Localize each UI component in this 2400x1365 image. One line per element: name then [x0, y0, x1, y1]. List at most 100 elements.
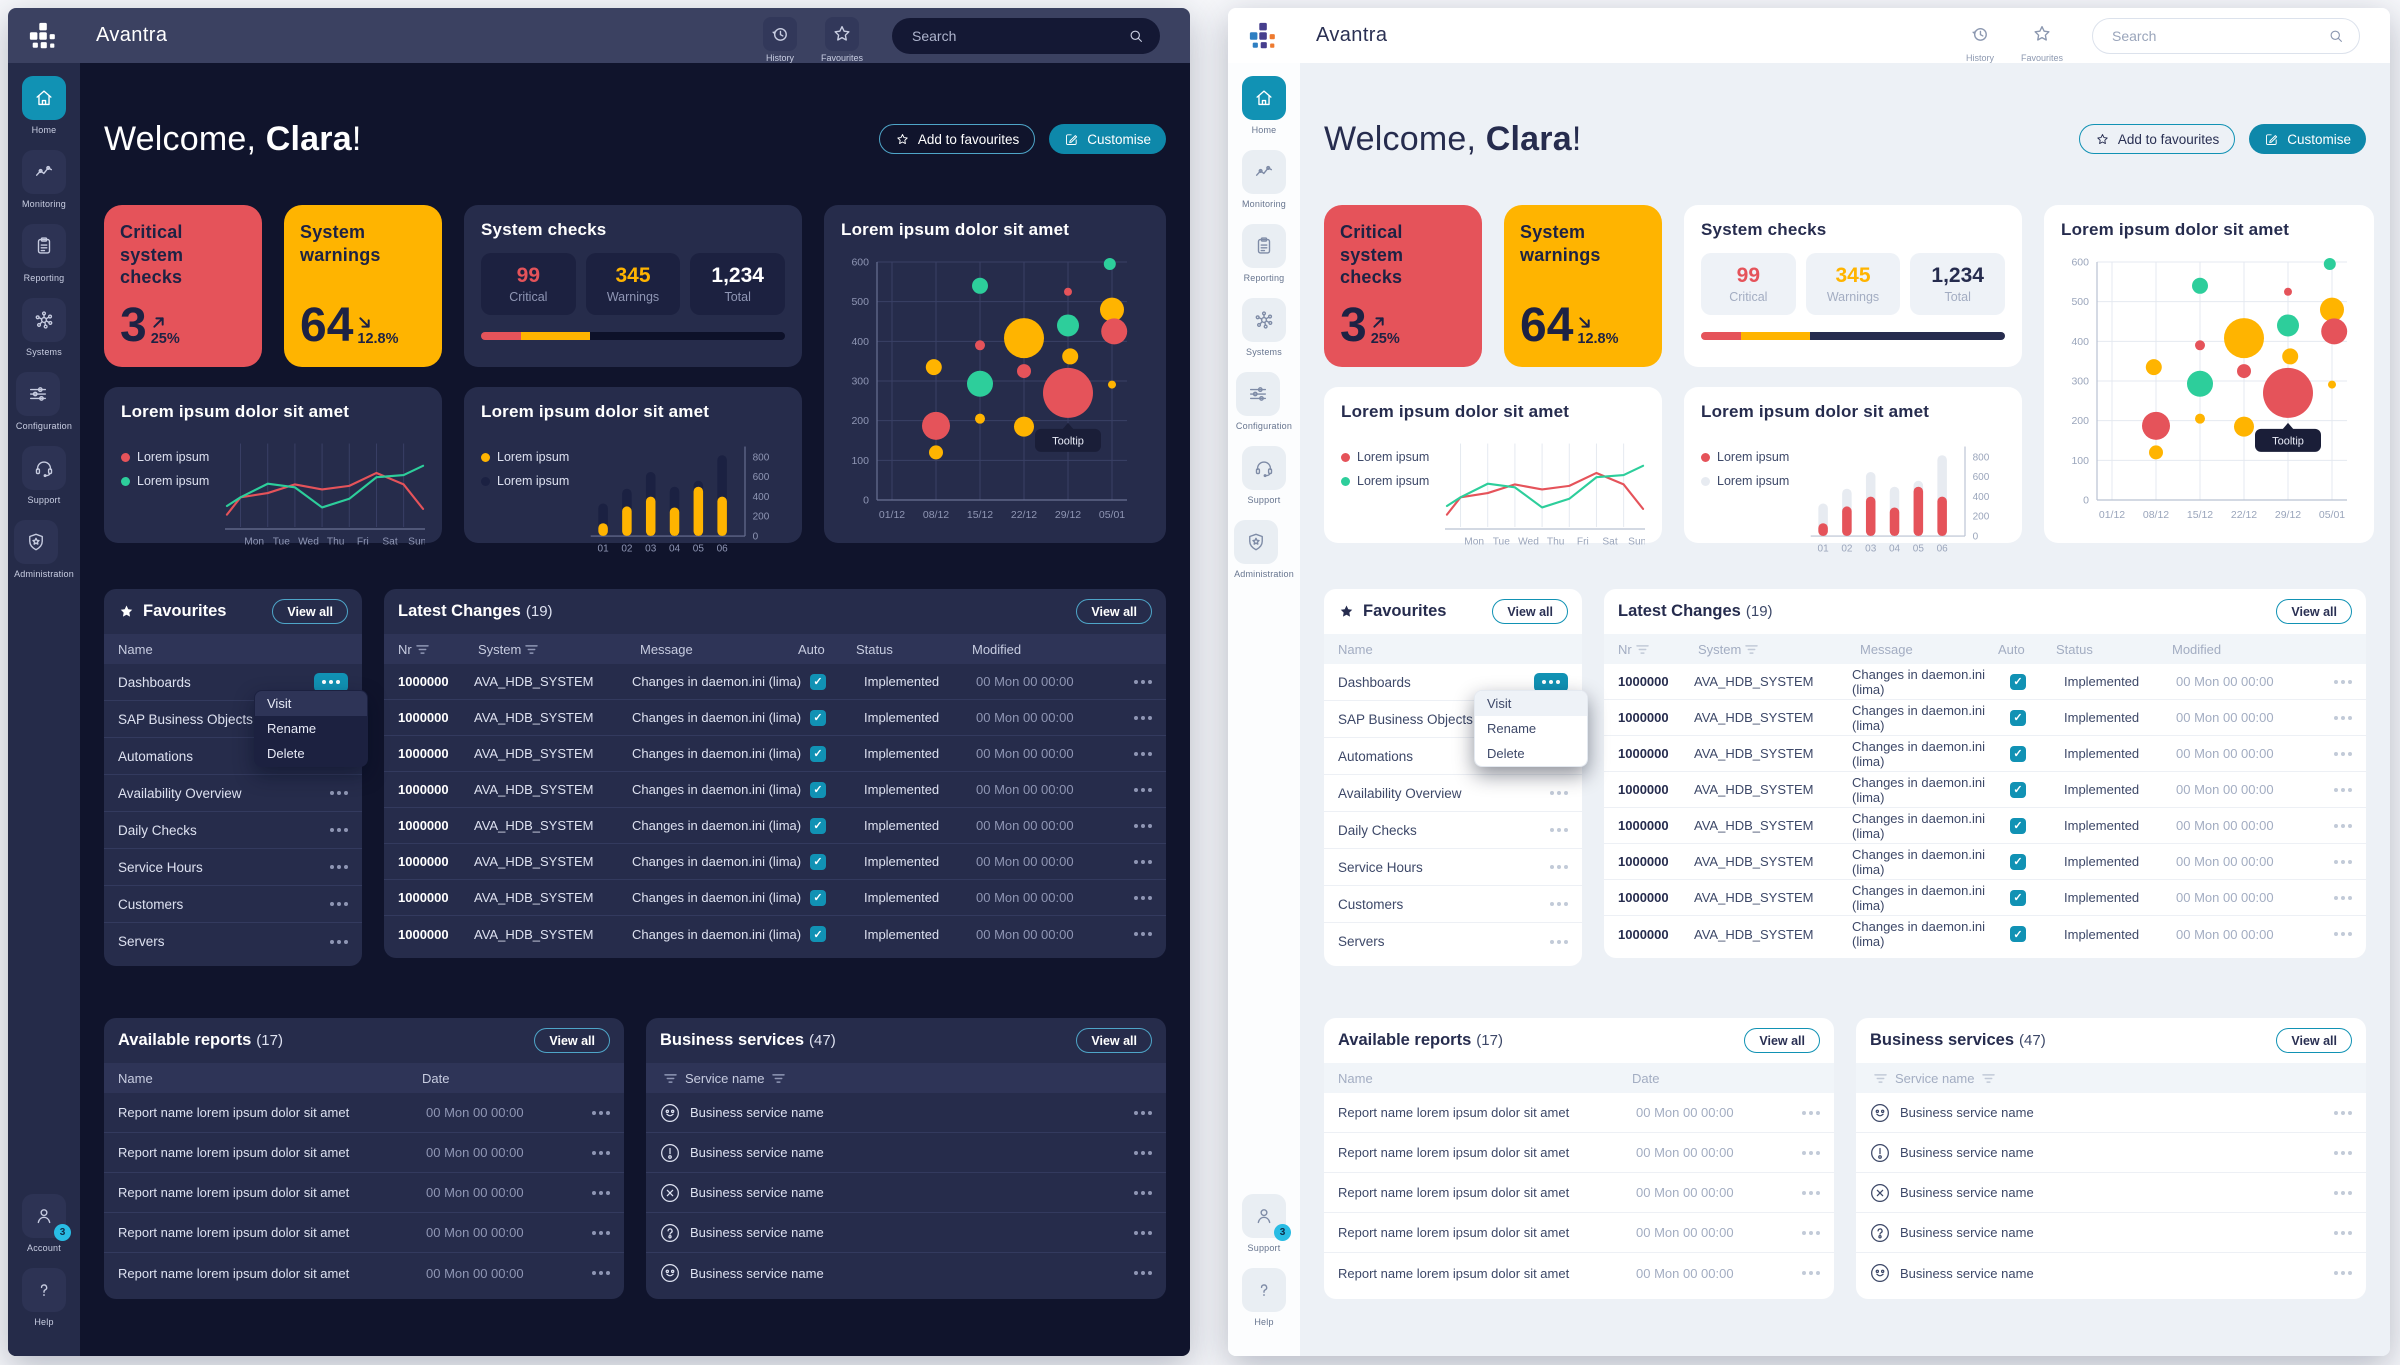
sidebar-item[interactable]: Administration [1234, 520, 1294, 582]
customise-button[interactable]: Customise [2249, 124, 2366, 154]
context-menu-item[interactable]: Visit [255, 691, 367, 716]
favourite-row[interactable]: Dashboards [1324, 664, 1582, 701]
row-actions-button[interactable] [1134, 1110, 1152, 1115]
row-actions-button[interactable] [1134, 787, 1152, 792]
change-row[interactable]: 1000000 AVA_HDB_SYSTEM Changes in daemon… [384, 916, 1166, 952]
row-actions-button[interactable] [1802, 1190, 1820, 1195]
business-service-row[interactable]: Business service name [646, 1213, 1166, 1253]
auto-checkbox[interactable] [810, 926, 826, 942]
change-row[interactable]: 1000000 AVA_HDB_SYSTEM Changes in daemon… [384, 844, 1166, 880]
change-row[interactable]: 1000000 AVA_HDB_SYSTEM Changes in daemon… [1604, 664, 2366, 700]
auto-checkbox[interactable] [810, 889, 826, 906]
change-row[interactable]: 1000000 AVA_HDB_SYSTEM Changes in daemon… [384, 736, 1166, 772]
bubble-chart[interactable]: 0 100 200 300 400 500 600 01/12 08/12 15/12 22/12 2… [841, 252, 1137, 530]
system-warnings-card[interactable]: System warnings 64 12.8% [284, 205, 442, 367]
report-row[interactable]: Report name lorem ipsum dolor sit amet 0… [1324, 1133, 1834, 1173]
sidebar-item[interactable]: Monitoring [21, 150, 66, 212]
sort-filter-icon[interactable] [772, 1073, 786, 1084]
favourites-view-all-button[interactable]: View all [272, 599, 348, 624]
report-row[interactable]: Report name lorem ipsum dolor sit amet 0… [1324, 1173, 1834, 1213]
sidebar-item[interactable]: Systems [1241, 298, 1286, 360]
history-button[interactable]: History [754, 16, 806, 63]
row-actions-button[interactable] [1802, 1150, 1820, 1155]
sidebar-item[interactable]: Systems [21, 298, 66, 360]
row-actions-button[interactable] [1534, 672, 1568, 692]
business-service-row[interactable]: Business service name [646, 1253, 1166, 1293]
add-to-favourites-button[interactable]: Add to favourites [878, 124, 1036, 154]
critical-checks-card[interactable]: Critical system checks 3 25% [104, 205, 262, 367]
favourite-row[interactable]: Dashboards [104, 664, 362, 701]
customise-button[interactable]: Customise [1049, 124, 1166, 154]
row-actions-button[interactable] [2334, 679, 2352, 684]
favourite-row[interactable]: Servers [104, 923, 362, 960]
favourites-button[interactable]: Favourites [816, 16, 868, 63]
report-row[interactable]: Report name lorem ipsum dolor sit amet 0… [104, 1173, 624, 1213]
business-service-row[interactable]: Business service name [1856, 1213, 2366, 1253]
line-chart[interactable]: Mon Tue Wed Thu Fri Sat Sun [1445, 436, 1645, 554]
row-actions-button[interactable] [2334, 932, 2352, 936]
bar-chart[interactable]: 800 600 400 200 0 01 02 03 04 05 06 [585, 436, 785, 558]
change-row[interactable]: 1000000 AVA_HDB_SYSTEM Changes in daemon… [1604, 736, 2366, 772]
context-menu-item[interactable]: Rename [1487, 721, 1537, 736]
critical-checks-card[interactable]: Critical system checks 3 25% [1324, 205, 1482, 367]
row-actions-button[interactable] [1802, 1230, 1820, 1235]
search-input[interactable] [910, 26, 1127, 45]
sidebar-item[interactable]: Administration [14, 520, 74, 582]
latest-changes-view-all-button[interactable]: View all [1076, 599, 1152, 624]
context-menu-item[interactable]: Delete [267, 746, 305, 761]
business-service-row[interactable]: Business service name [1856, 1133, 2366, 1173]
change-row[interactable]: 1000000 AVA_HDB_SYSTEM Changes in daemon… [384, 808, 1166, 844]
context-menu-item[interactable]: Visit [1475, 691, 1587, 716]
row-actions-button[interactable] [592, 1230, 610, 1235]
sidebar-item[interactable]: Help [22, 1268, 66, 1330]
reports-view-all-button[interactable]: View all [534, 1028, 610, 1053]
auto-checkbox[interactable] [2010, 673, 2026, 690]
row-actions-button[interactable] [2334, 823, 2352, 828]
change-row[interactable]: 1000000 AVA_HDB_SYSTEM Changes in daemon… [384, 700, 1166, 736]
row-actions-button[interactable] [2334, 859, 2352, 864]
auto-checkbox[interactable] [810, 817, 826, 834]
report-row[interactable]: Report name lorem ipsum dolor sit amet 0… [1324, 1213, 1834, 1253]
change-row[interactable]: 1000000 AVA_HDB_SYSTEM Changes in daemon… [1604, 700, 2366, 736]
row-actions-button[interactable] [2334, 1230, 2352, 1235]
auto-checkbox[interactable] [810, 781, 826, 798]
report-row[interactable]: Report name lorem ipsum dolor sit amet 0… [104, 1133, 624, 1173]
services-view-all-button[interactable]: View all [2276, 1028, 2352, 1053]
sidebar-item[interactable]: Reporting [21, 224, 66, 286]
row-actions-button[interactable] [592, 1150, 610, 1155]
sort-filter-icon[interactable] [664, 1073, 677, 1084]
auto-checkbox[interactable] [810, 853, 826, 870]
auto-checkbox[interactable] [2010, 781, 2026, 798]
latest-changes-view-all-button[interactable]: View all [2276, 599, 2352, 624]
row-actions-button[interactable] [2334, 715, 2352, 720]
sort-filter-icon[interactable] [525, 644, 539, 655]
auto-checkbox[interactable] [2010, 709, 2026, 726]
sidebar-item[interactable]: Home [21, 76, 66, 138]
row-actions-button[interactable] [314, 672, 348, 692]
sort-filter-icon[interactable] [1874, 1073, 1887, 1084]
row-actions-button[interactable] [1134, 715, 1152, 720]
bubble-chart[interactable]: 0 100 200 300 400 500 600 01/12 08/12 15/12 22/12 2… [2061, 252, 2357, 530]
row-actions-button[interactable] [1134, 751, 1152, 756]
sort-filter-icon[interactable] [1745, 644, 1759, 655]
favourites-view-all-button[interactable]: View all [1492, 599, 1568, 624]
change-row[interactable]: 1000000 AVA_HDB_SYSTEM Changes in daemon… [1604, 772, 2366, 808]
report-row[interactable]: Report name lorem ipsum dolor sit amet 0… [104, 1093, 624, 1133]
row-actions-button[interactable] [1134, 932, 1152, 936]
change-row[interactable]: 1000000 AVA_HDB_SYSTEM Changes in daemon… [384, 880, 1166, 916]
report-row[interactable]: Report name lorem ipsum dolor sit amet 0… [1324, 1093, 1834, 1133]
reports-view-all-button[interactable]: View all [1744, 1028, 1820, 1053]
row-actions-button[interactable] [1550, 902, 1568, 906]
report-row[interactable]: Report name lorem ipsum dolor sit amet 0… [104, 1253, 624, 1293]
sidebar-item[interactable]: 3 Account [22, 1194, 71, 1256]
business-service-row[interactable]: Business service name [646, 1133, 1166, 1173]
auto-checkbox[interactable] [2010, 926, 2026, 942]
sidebar-item[interactable]: Support [21, 446, 66, 508]
auto-checkbox[interactable] [2010, 889, 2026, 906]
row-actions-button[interactable] [2334, 787, 2352, 792]
system-warnings-card[interactable]: System warnings 64 12.8% [1504, 205, 1662, 367]
change-row[interactable]: 1000000 AVA_HDB_SYSTEM Changes in daemon… [1604, 844, 2366, 880]
favourite-row[interactable]: Daily Checks [104, 812, 362, 849]
change-row[interactable]: 1000000 AVA_HDB_SYSTEM Changes in daemon… [1604, 808, 2366, 844]
history-button[interactable]: History [1954, 17, 2006, 63]
